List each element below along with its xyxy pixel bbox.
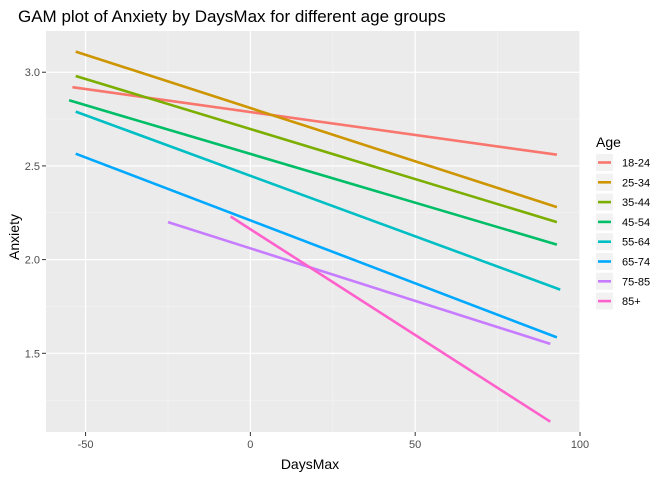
x-axis-ticks: -50 0 50 100 <box>78 432 589 451</box>
legend-label: 85+ <box>622 296 641 308</box>
legend-label: 18-24 <box>622 158 650 170</box>
legend-label: 65-74 <box>622 257 650 269</box>
series-line-25-34 <box>75 50 558 209</box>
legend-item: 18-24 <box>596 154 650 171</box>
y-tick-label: 2.5 <box>25 161 40 173</box>
legend-item: 35-44 <box>596 193 650 211</box>
legend-label: 25-34 <box>622 177 650 189</box>
legend-item: 85+ <box>596 292 641 310</box>
x-tick-label: 50 <box>409 439 421 451</box>
x-tick-label: 100 <box>571 439 589 451</box>
y-tick-label: 2.0 <box>25 255 40 267</box>
y-axis-title: Anxiety <box>6 214 22 260</box>
y-tick-label: 1.5 <box>25 348 40 360</box>
legend-title: Age <box>596 134 621 150</box>
chart-title: GAM plot of Anxiety by DaysMax for diffe… <box>18 7 446 26</box>
legend-items: 18-24 25-34 35-44 45-54 55-64 65-74 75-85 85+ <box>596 154 650 310</box>
series-line-85+ <box>229 215 552 423</box>
legend-label: 45-54 <box>622 217 650 229</box>
y-tick-label: 3.0 <box>25 67 40 79</box>
legend-label: 35-44 <box>622 197 650 209</box>
series-line-45-54 <box>68 99 558 246</box>
legend-item: 75-85 <box>596 272 650 290</box>
series-line-35-44 <box>75 74 558 224</box>
x-tick-label: -50 <box>78 439 94 451</box>
legend: Age 18-24 25-34 35-44 45-54 55-64 65-74 75-85 8… <box>596 134 650 310</box>
y-axis-ticks: 1.5 2.0 2.5 3.0 <box>25 67 46 360</box>
x-axis-title: DaysMax <box>281 456 339 472</box>
legend-item: 25-34 <box>596 173 650 191</box>
legend-label: 75-85 <box>622 276 650 288</box>
series-line-65-74 <box>75 152 558 339</box>
legend-item: 45-54 <box>596 213 650 231</box>
panel-background <box>46 31 580 432</box>
plot-panel <box>46 31 581 432</box>
legend-item: 65-74 <box>596 253 650 270</box>
x-tick-label: 0 <box>247 439 253 451</box>
series-line-75-85 <box>167 220 551 346</box>
series-line-55-64 <box>75 110 561 291</box>
legend-label: 55-64 <box>622 237 650 249</box>
legend-item: 55-64 <box>596 233 650 251</box>
